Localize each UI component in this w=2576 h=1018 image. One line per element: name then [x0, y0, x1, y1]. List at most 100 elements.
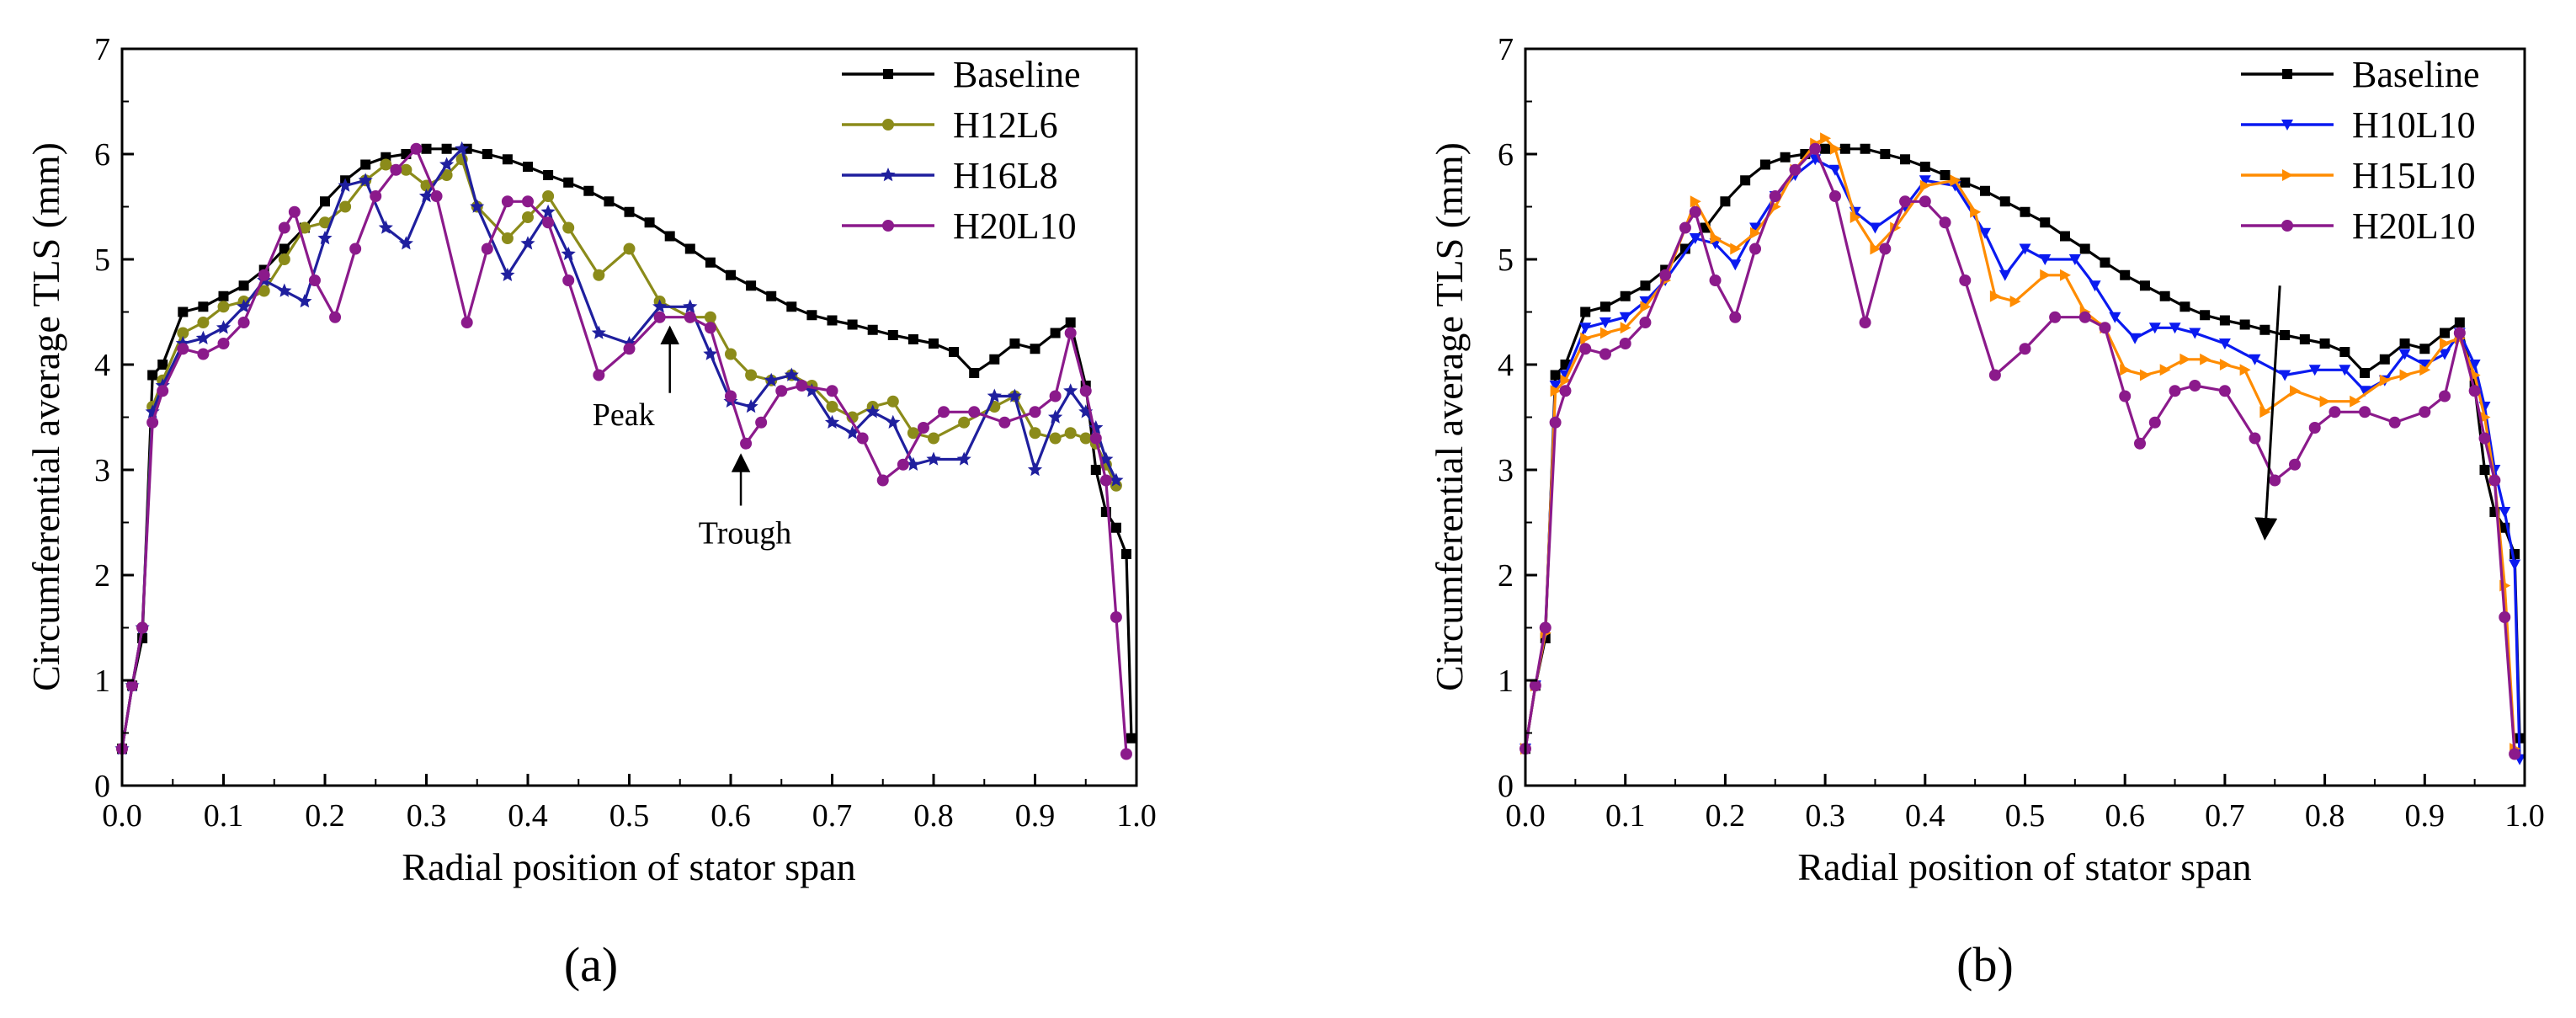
data-point	[298, 221, 311, 234]
data-point	[593, 369, 605, 381]
data-point	[1950, 174, 1961, 187]
legend-marker	[881, 168, 896, 182]
data-point	[2379, 374, 2391, 386]
data-point	[2169, 322, 2181, 334]
x-tick-label: 0.5	[609, 798, 650, 834]
data-point	[1659, 269, 1672, 281]
data-point	[2488, 474, 2501, 487]
data-point	[540, 204, 556, 218]
data-point	[2068, 254, 2081, 265]
y-tick-label: 0	[94, 769, 110, 804]
data-point	[1789, 163, 1802, 176]
y-tick-label: 6	[94, 137, 110, 173]
data-point	[775, 385, 788, 397]
data-point	[501, 232, 514, 244]
legend-label: Baseline	[2352, 54, 2480, 95]
data-point	[390, 163, 402, 176]
data-point	[2454, 317, 2465, 328]
data-point	[238, 280, 249, 291]
data-point	[2049, 311, 2062, 323]
data-point	[1809, 142, 1822, 155]
data-point	[339, 200, 352, 213]
series-line	[1524, 136, 2516, 749]
data-point	[2279, 370, 2291, 381]
legend-marker	[2281, 120, 2293, 131]
data-point	[1859, 317, 1871, 328]
data-point	[703, 346, 718, 360]
data-point	[1089, 432, 1102, 445]
data-point	[958, 416, 971, 429]
data-point	[2078, 311, 2091, 323]
data-point	[652, 299, 668, 313]
chart-panel-b: 0.0 0.1 0.2 0.3 0.4 0.5 0.6 0.7 0.8 0.9 1.0 0 1 2 3 4 5 6…	[1428, 32, 2545, 992]
data-point	[1620, 322, 1631, 334]
legend-item: Baseline	[842, 54, 1081, 95]
data-point	[2159, 290, 2170, 301]
data-point	[1730, 243, 1742, 255]
data-point	[929, 338, 939, 349]
data-point	[2453, 327, 2466, 339]
data-point	[2399, 338, 2410, 349]
data-point	[664, 231, 675, 242]
data-point	[2308, 422, 2321, 434]
legend-marker	[883, 69, 893, 79]
data-point	[998, 416, 1011, 429]
data-point	[2440, 338, 2451, 349]
data-point	[938, 406, 950, 418]
data-point	[1749, 243, 1762, 255]
data-point	[380, 158, 392, 171]
data-point	[398, 236, 413, 250]
data-point	[1579, 322, 1592, 334]
x-tick-label: 1.0	[2504, 798, 2545, 834]
data-point	[1049, 432, 1062, 445]
trend-arrow	[2254, 285, 2281, 541]
data-point	[876, 474, 889, 487]
data-point	[562, 274, 575, 286]
data-point	[956, 451, 971, 466]
x-tick-label: 0.3	[1805, 798, 1845, 834]
data-point	[2509, 748, 2521, 760]
data-point	[2359, 386, 2371, 397]
data-point	[126, 680, 139, 692]
data-point	[2249, 432, 2261, 445]
x-tick-label: 0.4	[1905, 798, 1945, 834]
data-point	[2398, 349, 2411, 360]
legend-marker	[2282, 169, 2293, 181]
data-point	[561, 246, 576, 260]
y-tick-label: 1	[94, 664, 110, 699]
data-point	[1126, 733, 1136, 744]
data-point	[543, 170, 554, 180]
data-point	[2099, 322, 2111, 334]
data-point	[1720, 196, 1731, 207]
data-point	[1900, 154, 1911, 165]
data-point	[2239, 364, 2251, 376]
trough-label: Trough	[699, 516, 792, 552]
data-point	[1979, 227, 1992, 239]
data-point	[288, 205, 301, 218]
x-axis-title: Radial position of stator span	[402, 845, 855, 888]
data-point	[2139, 369, 2151, 381]
data-point	[1064, 327, 1077, 339]
data-point	[1539, 621, 1551, 634]
data-point	[886, 395, 899, 408]
data-point	[726, 269, 736, 280]
data-point	[319, 216, 331, 229]
y-tick-label: 0	[1498, 769, 1514, 804]
data-point	[845, 425, 860, 440]
series-h15l10	[1520, 132, 2521, 755]
data-point	[2218, 338, 2231, 349]
data-point	[2219, 315, 2230, 326]
data-point	[1640, 280, 1651, 291]
data-point	[562, 221, 575, 234]
data-point	[725, 390, 737, 402]
data-point	[745, 369, 758, 381]
data-point	[501, 195, 514, 208]
data-point	[1029, 406, 1041, 418]
data-point	[796, 380, 808, 392]
data-point	[644, 217, 655, 228]
data-point	[949, 347, 960, 357]
data-point	[178, 306, 189, 317]
data-point	[338, 178, 353, 192]
data-point	[297, 294, 312, 308]
data-point	[217, 301, 230, 313]
